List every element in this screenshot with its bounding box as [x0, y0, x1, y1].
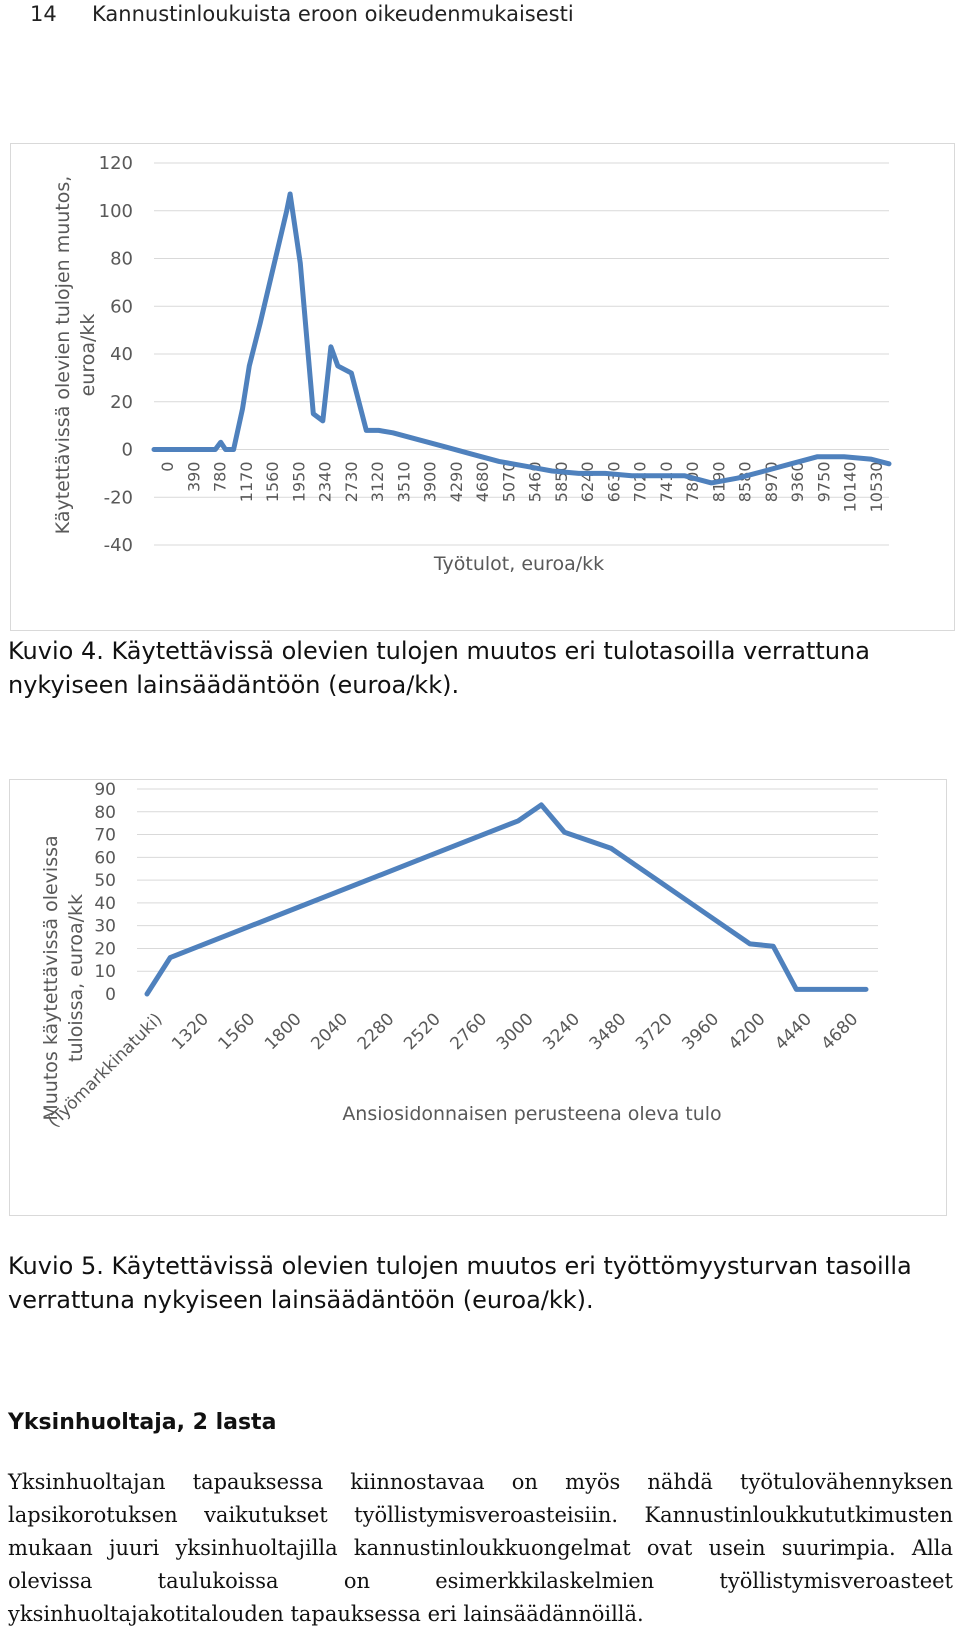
figure-5-ytick-label: 40	[94, 894, 116, 914]
figure-4-xtick-label: 1560	[263, 462, 282, 503]
figure-4-series-line	[151, 191, 892, 486]
figure-5-ytick-label: 70	[94, 826, 116, 846]
figure-4-xtick-label: 3510	[394, 462, 413, 503]
figure-4-plot: 120 100 80 60 40 20 0 -20 -40 0 390 780 1170 1560 195…	[52, 153, 892, 575]
figure-4-xlabel: Työtulot, euroa/kk	[433, 553, 604, 575]
figure-5-xtick-label: 2280	[354, 1009, 399, 1054]
figure-4-ytick-label: -40	[104, 535, 133, 556]
figure-5-xtick-label: 1560	[215, 1009, 260, 1054]
figure-5-xtick-label: (Työmarkkinatuki)	[44, 1009, 166, 1131]
figure-4-ytick-label: 40	[110, 344, 133, 365]
figure-5-ytick-label: 50	[94, 871, 116, 891]
figure-4-caption: Kuvio 4. Käytettävissä olevien tulojen m…	[8, 637, 870, 699]
figure-5-xtick-label: 4200	[725, 1009, 770, 1054]
figure-4-ylabel-line2: euroa/kk	[77, 314, 99, 397]
figure-5-xtick-label: 2520	[400, 1009, 445, 1054]
figure-4-ytick-label: 20	[110, 392, 133, 413]
figure-5-xtick-label: 3000	[493, 1009, 538, 1054]
figure-4-xtick-label: 2340	[316, 462, 335, 503]
figure-4-xtick-label: 1170	[237, 462, 256, 503]
section-heading: Yksinhuoltaja, 2 lasta	[8, 1410, 277, 1435]
figure-5-xtick-label: 1320	[168, 1009, 213, 1054]
figure-4-ytick-label: 120	[99, 153, 133, 174]
figure-4-ytick-label: 100	[99, 201, 133, 222]
figure-4-xtick-label: 5850	[552, 462, 571, 503]
figure-5-xtick-label: 4680	[818, 1009, 863, 1054]
figure-5-ytick-label: 0	[105, 985, 116, 1005]
figure-4-xtick-label: 4290	[447, 462, 466, 503]
figure-5-xtick-label: 2040	[307, 1009, 352, 1054]
figure-5-xtick-label: 3720	[632, 1009, 677, 1054]
figure-4-ytick-label: 60	[110, 296, 133, 317]
figure-4-xtick-label: 1950	[289, 462, 308, 503]
figure-5-series-line	[144, 802, 869, 997]
figure-5-ylabel-line1: Muutos käytettävissä olevissa	[40, 835, 62, 1120]
figure-4-xtick-label: 5460	[526, 462, 545, 503]
figure-5-ytick-label: 20	[94, 939, 116, 959]
figure-4-xtick-label: 3900	[421, 462, 440, 503]
figure-4-xtick-label: 5070	[499, 462, 518, 503]
body-paragraph: Yksinhuoltajan tapauksessa kiinnostavaa …	[8, 1470, 953, 1626]
figure-5-ytick-label: 10	[94, 962, 116, 982]
figure-4-chart: 120 100 80 60 40 20 0 -20 -40 0 390 780 1170 1560 195…	[10, 143, 955, 631]
figure-4-ylabel-line1: Käytettävissä olevien tulojen muutos,	[52, 176, 74, 535]
figure-5-xtick-label: 3480	[586, 1009, 631, 1054]
figure-4-xtick-label: 6630	[604, 462, 623, 503]
figure-4-xtick-label: 3120	[368, 462, 387, 503]
figure-4-xtick-label: 9750	[814, 462, 833, 503]
figure-4-xtick-label: 780	[211, 462, 230, 493]
figure-5-ytick-label: 60	[94, 848, 116, 868]
figure-5-ytick-label: 80	[94, 803, 116, 823]
figure-5-xlabel: Ansiosidonnaisen perusteena oleva tulo	[342, 1103, 721, 1125]
figure-4-xtick-label: 9360	[788, 462, 807, 503]
page-number: 14	[30, 2, 57, 26]
figure-4-xtick-label: 10140	[841, 462, 860, 513]
running-title: Kannustinloukuista eroon oikeudenmukaise…	[92, 2, 574, 26]
figure-4-xtick-label: 10530	[867, 462, 886, 513]
figure-5-xtick-label: 2760	[447, 1009, 492, 1054]
figure-5-chart: 90 80 70 60 50 40 30 20 10 0 (Työmarkkinatuki) 132…	[9, 779, 947, 1216]
figure-5-xtick-label: 1800	[261, 1009, 306, 1054]
figure-5-ytick-label: 90	[94, 780, 116, 800]
figure-5-caption: Kuvio 5. Käytettävissä olevien tulojen m…	[8, 1252, 912, 1314]
figure-5-xtick-label: 3960	[678, 1009, 723, 1054]
figure-5-xtick-label: 4440	[771, 1009, 816, 1054]
figure-4-xtick-label: 6240	[578, 462, 597, 503]
figure-5-ylabel-line2: tuloissa, euroa/kk	[65, 894, 87, 1062]
figure-4-xtick-label: 390	[184, 462, 203, 493]
figure-4-xtick-label: 0	[158, 462, 177, 472]
figure-4-xtick-label: 7410	[657, 462, 676, 503]
running-header: 14 Kannustinloukuista eroon oikeudenmukai…	[30, 2, 574, 26]
figure-4-xtick-label: 7020	[631, 462, 650, 503]
figure-4-xtick-label: 7800	[683, 462, 702, 503]
figure-4-ytick-label: -20	[104, 487, 133, 508]
figure-4-ytick-label: 0	[122, 440, 133, 461]
figure-5-xtick-label: 3240	[539, 1009, 584, 1054]
figure-4-xtick-label: 4680	[473, 462, 492, 503]
figure-5-ytick-label: 30	[94, 917, 116, 937]
figure-4-xtick-label: 2730	[342, 462, 361, 503]
figure-4-ytick-label: 80	[110, 249, 133, 270]
figure-4-xtick-label: 8580	[736, 462, 755, 503]
